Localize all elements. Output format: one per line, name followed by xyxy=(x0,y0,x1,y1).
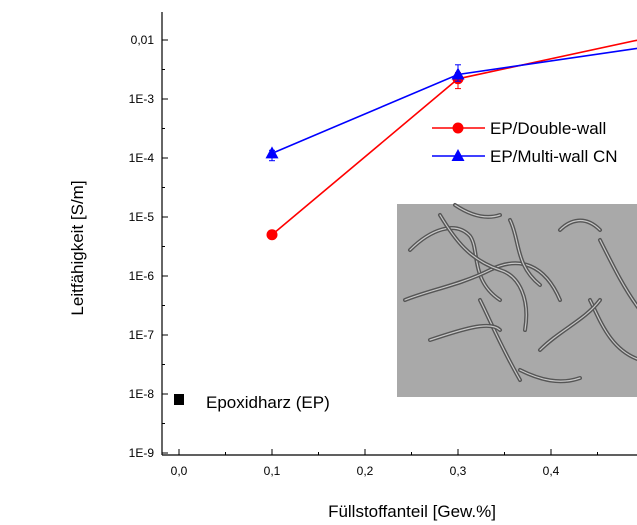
data-point xyxy=(265,146,279,159)
legend-entry: EP/Double-wall xyxy=(432,119,606,138)
axes: 1E-9 1E-8 1E-7 1E-6 1E-5 1E-4 1E-3 0,01 0,0 0,1 0,… xyxy=(129,12,637,478)
nanotube-highlight xyxy=(599,239,637,307)
nanotube-highlight xyxy=(509,219,541,286)
x-tick-label: 0,0 xyxy=(171,464,188,478)
reference-annotation: Epoxidharz (EP) xyxy=(174,393,330,412)
y-tick-label: 1E-6 xyxy=(129,269,155,283)
reference-label: Epoxidharz (EP) xyxy=(206,393,330,412)
data-point xyxy=(451,67,465,80)
nanotube-highlight xyxy=(479,299,521,381)
series-2 xyxy=(265,47,637,162)
x-axis-title: Füllstoffanteil [Gew.%] xyxy=(328,502,496,521)
nanotube-highlight xyxy=(439,214,527,331)
y-tick-label: 0,01 xyxy=(131,33,155,47)
y-tick-label: 1E-3 xyxy=(129,92,155,106)
x-tick-label: 0,4 xyxy=(543,464,560,478)
legend: EP/Double-wall EP/Multi-wall CN xyxy=(432,119,618,166)
data-point xyxy=(266,229,278,241)
nanotube-highlight xyxy=(559,220,601,231)
nanotube-highlight xyxy=(539,299,601,351)
series-layer xyxy=(265,39,637,241)
inset-micrograph-image xyxy=(397,203,637,397)
x-tick-label: 0,1 xyxy=(264,464,281,478)
legend-label: EP/Multi-wall CN xyxy=(490,147,618,166)
nanotube-highlight xyxy=(519,369,581,382)
nanotube-highlight xyxy=(429,325,501,341)
nanotube-highlight xyxy=(409,227,501,301)
legend-entry: EP/Multi-wall CN xyxy=(432,147,618,166)
legend-marker xyxy=(452,122,464,134)
x-tick-label: 0,2 xyxy=(357,464,374,478)
nanotube-highlight xyxy=(454,204,501,218)
y-tick-label: 1E-4 xyxy=(129,151,155,165)
legend-label: EP/Double-wall xyxy=(490,119,606,138)
y-tick-label: 1E-5 xyxy=(129,210,155,224)
y-tick-label: 1E-7 xyxy=(129,328,155,342)
legend-marker xyxy=(451,149,465,161)
reference-marker xyxy=(174,394,184,405)
y-tick-label: 1E-8 xyxy=(129,387,155,401)
x-tick-label: 0,3 xyxy=(450,464,467,478)
nanotube-highlight xyxy=(404,262,561,301)
y-tick-label: 1E-9 xyxy=(129,446,155,460)
y-axis-title: Leitfähigkeit [S/m] xyxy=(68,180,87,315)
